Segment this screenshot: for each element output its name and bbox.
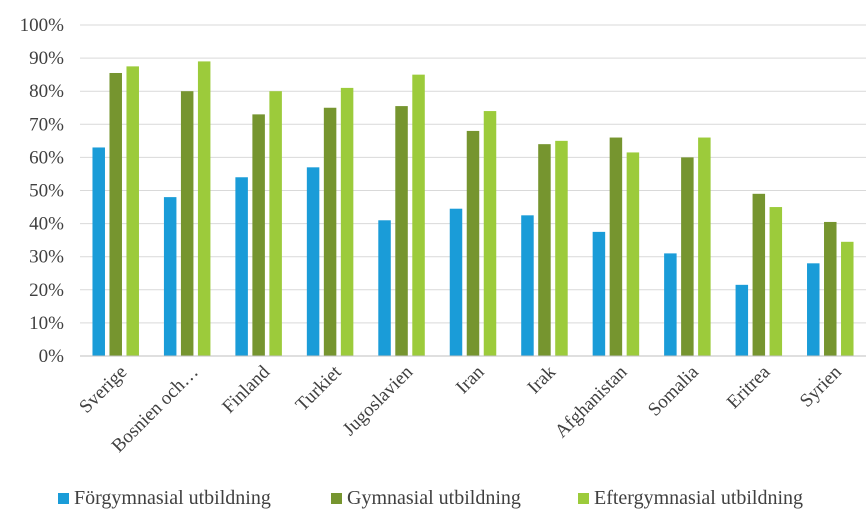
legend: Förgymnasial utbildning Gymnasial utbildn… <box>58 487 803 509</box>
bar-3-9 <box>698 137 711 356</box>
legend-swatch <box>58 493 69 504</box>
y-tick-label: 20% <box>29 280 64 301</box>
x-category-label: Eritrea <box>723 361 775 413</box>
bars <box>92 61 854 357</box>
bar-3-4 <box>340 87 354 356</box>
bar-2-10 <box>752 193 766 356</box>
bar-1-10 <box>735 284 749 356</box>
y-tick-label: 80% <box>29 81 64 102</box>
bar-3-6 <box>483 111 497 356</box>
legend-swatch <box>331 493 342 504</box>
y-tick-label: 50% <box>29 181 64 202</box>
bar-3-10 <box>769 207 783 356</box>
bar-2-2 <box>180 91 194 356</box>
bar-1-2 <box>163 197 177 356</box>
bar-1-4 <box>306 167 320 356</box>
y-tick-label: 40% <box>29 214 64 235</box>
x-category-label: Somalia <box>644 361 703 420</box>
legend-label: Förgymnasial utbildning <box>74 487 271 509</box>
legend-swatch <box>578 493 589 504</box>
bar-1-5 <box>378 220 391 356</box>
bar-1-3 <box>235 177 248 356</box>
bar-2-9 <box>681 157 694 356</box>
bar-2-8 <box>609 137 623 356</box>
bar-3-8 <box>626 152 640 356</box>
bar-1-1 <box>92 147 105 356</box>
bar-2-6 <box>466 130 480 356</box>
x-category-label: Jugoslavien <box>339 361 418 440</box>
bar-2-1 <box>109 72 122 357</box>
bar-2-11 <box>824 221 837 356</box>
legend-label: Eftergymnasial utbildning <box>594 487 803 509</box>
bar-2-3 <box>252 114 265 357</box>
x-category-label: Afghanistan <box>551 361 632 442</box>
x-category-label: Sverige <box>75 362 131 418</box>
bar-3-5 <box>412 74 425 357</box>
y-tick-label: 100% <box>20 15 65 36</box>
bar-3-11 <box>841 241 854 356</box>
bar-1-8 <box>592 231 606 356</box>
bar-2-5 <box>395 106 408 356</box>
bar-1-7 <box>521 215 534 356</box>
x-category-label: Syrien <box>796 361 846 411</box>
y-tick-label: 10% <box>29 313 64 334</box>
y-tick-label: 60% <box>29 147 64 168</box>
x-category-label: Finland <box>218 361 274 417</box>
x-category-label: Iran <box>452 361 489 398</box>
bar-3-1 <box>126 66 139 356</box>
y-tick-label: 90% <box>29 48 64 69</box>
bar-1-6 <box>449 208 463 356</box>
bar-3-2 <box>197 61 211 356</box>
y-axis-tick-labels: 0% 10% 20% 30% 40% 50% 60% 70% 80% 90% 100% <box>20 15 65 367</box>
legend-label: Gymnasial utbildning <box>347 487 521 509</box>
y-tick-label: 70% <box>29 114 64 135</box>
bar-3-3 <box>269 91 282 356</box>
y-tick-label: 0% <box>39 346 65 367</box>
y-tick-label: 30% <box>29 247 64 268</box>
bar-2-7 <box>538 144 551 356</box>
x-category-label: Turkiet <box>292 361 346 415</box>
bar-3-7 <box>555 140 568 356</box>
x-category-label: Irak <box>524 361 561 398</box>
bar-1-9 <box>664 253 677 356</box>
bar-1-11 <box>807 263 820 356</box>
bar-2-4 <box>323 107 337 356</box>
